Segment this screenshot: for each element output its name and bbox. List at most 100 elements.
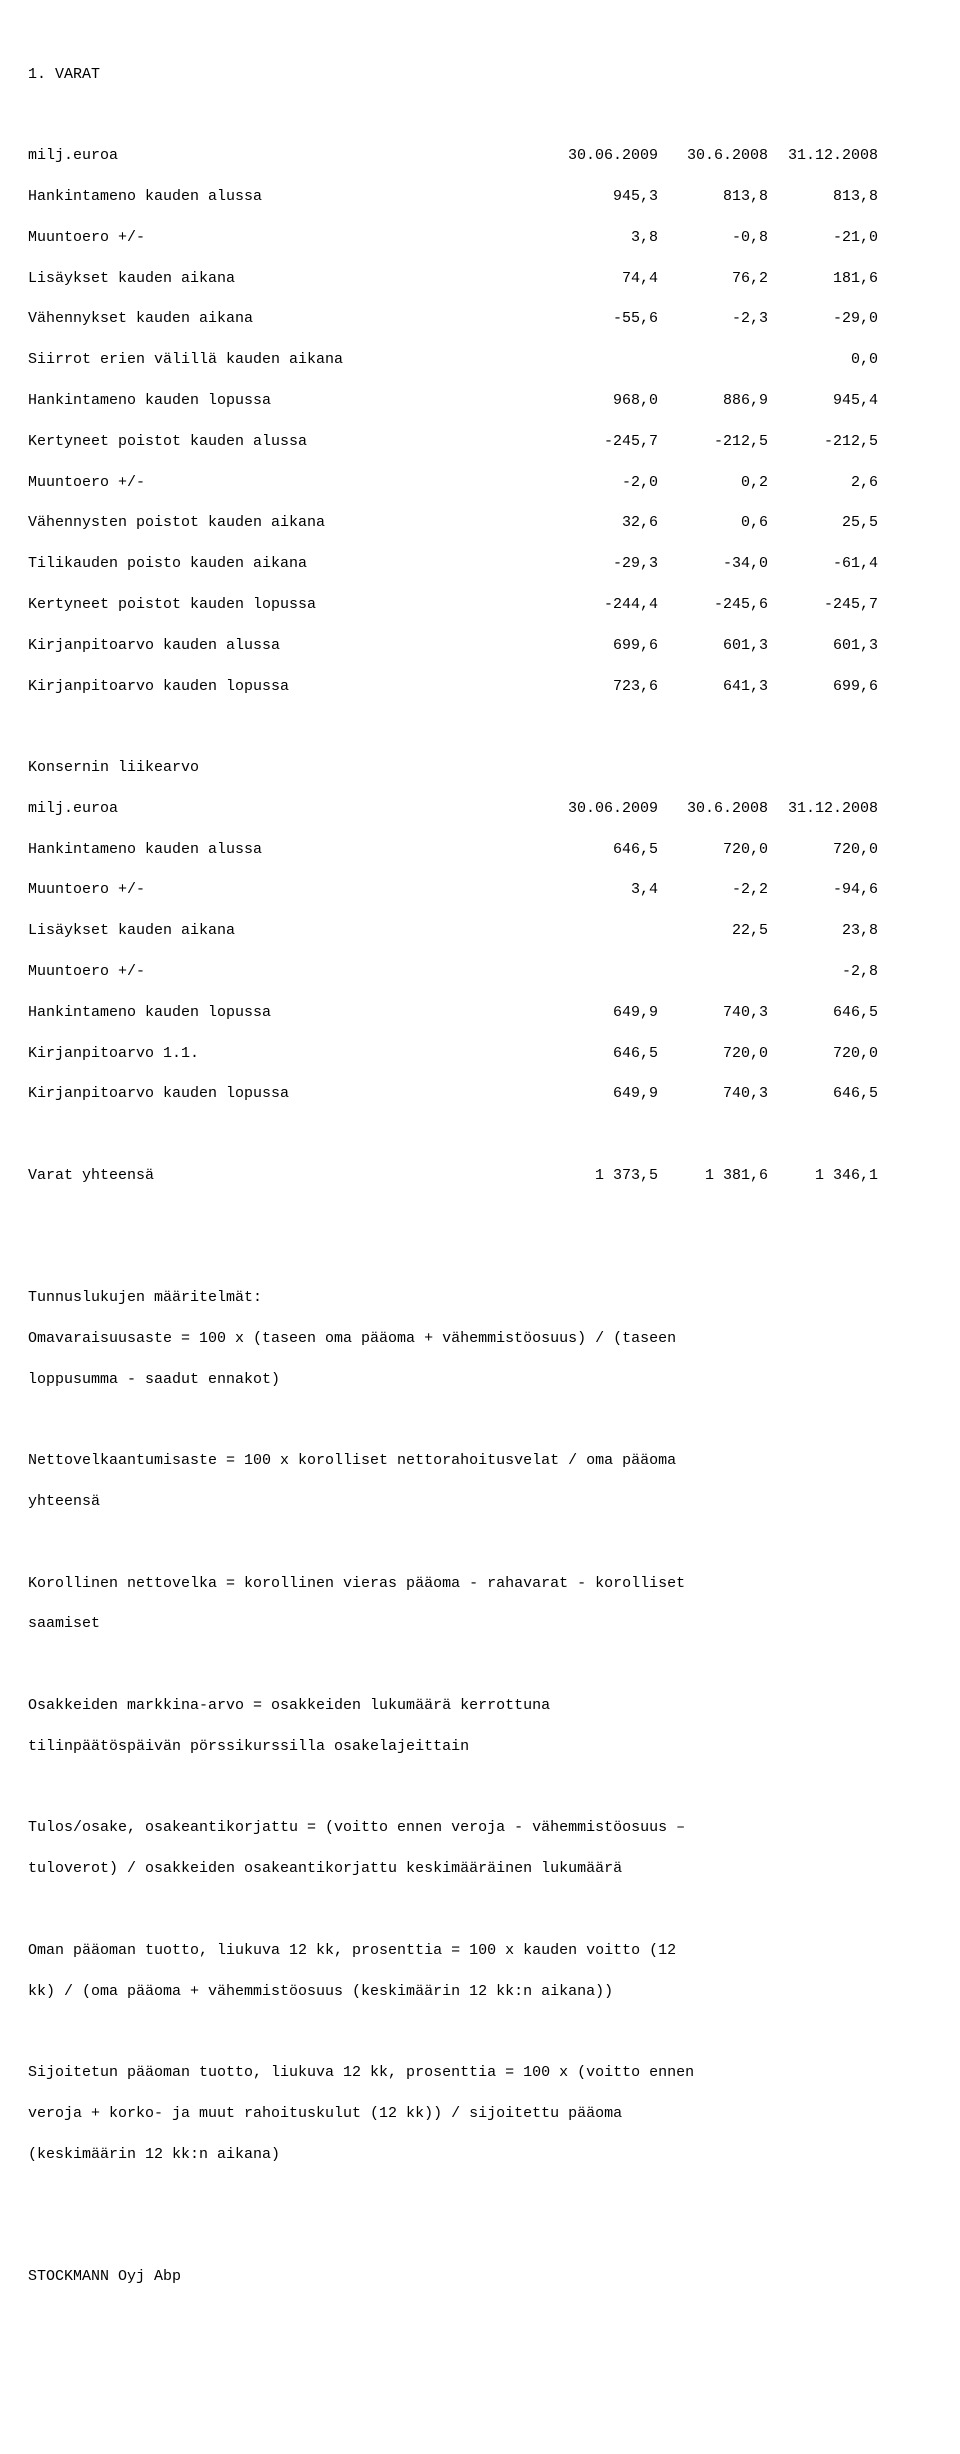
- row-c2: -245,6: [658, 595, 768, 615]
- table-row: Kirjanpitoarvo 1.1.646,5720,0720,0: [28, 1044, 932, 1064]
- row-c1: 699,6: [548, 636, 658, 656]
- definition-line: Osakkeiden markkina-arvo = osakkeiden lu…: [28, 1696, 932, 1716]
- row-label: Hankintameno kauden lopussa: [28, 1003, 548, 1023]
- table-row: Hankintameno kauden lopussa649,9740,3646…: [28, 1003, 932, 1023]
- row-c2: 1 381,6: [658, 1166, 768, 1186]
- definition-line: saamiset: [28, 1614, 932, 1634]
- row-c3: 0,0: [768, 350, 878, 370]
- header-col2: 30.6.2008: [658, 799, 768, 819]
- row-c1: 649,9: [548, 1003, 658, 1023]
- table-row: Muuntoero +/--2,8: [28, 962, 932, 982]
- row-label: Lisäykset kauden aikana: [28, 921, 548, 941]
- table-row: Kirjanpitoarvo kauden lopussa723,6641,36…: [28, 677, 932, 697]
- row-c1: 945,3: [548, 187, 658, 207]
- row-c3: 646,5: [768, 1003, 878, 1023]
- subsection-heading: Konsernin liikearvo: [28, 758, 932, 778]
- header-col3: 31.12.2008: [768, 799, 878, 819]
- row-c3: 23,8: [768, 921, 878, 941]
- table-row: Vähennykset kauden aikana-55,6-2,3-29,0: [28, 309, 932, 329]
- table-row: Tilikauden poisto kauden aikana-29,3-34,…: [28, 554, 932, 574]
- definition-line: yhteensä: [28, 1492, 932, 1512]
- table-row: Varat yhteensä1 373,51 381,61 346,1: [28, 1166, 932, 1186]
- row-c2: -34,0: [658, 554, 768, 574]
- blank-line: [28, 1900, 932, 1920]
- row-c2: 22,5: [658, 921, 768, 941]
- row-c2: -0,8: [658, 228, 768, 248]
- blank-line: [28, 1207, 932, 1227]
- row-c2: 76,2: [658, 269, 768, 289]
- row-c2: 601,3: [658, 636, 768, 656]
- table-row: Kertyneet poistot kauden lopussa-244,4-2…: [28, 595, 932, 615]
- row-c3: -2,8: [768, 962, 878, 982]
- table-row: Kertyneet poistot kauden alussa-245,7-21…: [28, 432, 932, 452]
- row-c3: 813,8: [768, 187, 878, 207]
- table-row: Hankintameno kauden lopussa968,0886,9945…: [28, 391, 932, 411]
- definition-line: (keskimäärin 12 kk:n aikana): [28, 2145, 932, 2165]
- row-c3: -94,6: [768, 880, 878, 900]
- row-c1: -29,3: [548, 554, 658, 574]
- row-label: Kirjanpitoarvo kauden lopussa: [28, 677, 548, 697]
- blank-line: [28, 2022, 932, 2042]
- row-c3: -21,0: [768, 228, 878, 248]
- row-c1: 3,4: [548, 880, 658, 900]
- row-label: Siirrot erien välillä kauden aikana: [28, 350, 548, 370]
- company-name: STOCKMANN Oyj Abp: [28, 2267, 932, 2287]
- blank-line: [28, 1778, 932, 1798]
- row-c1: 649,9: [548, 1084, 658, 1104]
- table-header: milj.euroa30.06.200930.6.200831.12.2008: [28, 799, 932, 819]
- table-row: Hankintameno kauden alussa646,5720,0720,…: [28, 840, 932, 860]
- table-row: Lisäykset kauden aikana 22,523,8: [28, 921, 932, 941]
- header-col1: 30.06.2009: [548, 799, 658, 819]
- row-c3: 2,6: [768, 473, 878, 493]
- row-label: Muuntoero +/-: [28, 228, 548, 248]
- row-c2: 720,0: [658, 1044, 768, 1064]
- blank-line: [28, 1125, 932, 1145]
- definition-line: kk) / (oma pääoma + vähemmistöosuus (kes…: [28, 1982, 932, 2002]
- document-root: 1. VARAT milj.euroa30.06.200930.6.200831…: [28, 44, 932, 2307]
- row-c2: 740,3: [658, 1084, 768, 1104]
- header-col1: 30.06.2009: [548, 146, 658, 166]
- row-c2: 0,2: [658, 473, 768, 493]
- definition-line: Korollinen nettovelka = korollinen viera…: [28, 1574, 932, 1594]
- row-c2: -2,3: [658, 309, 768, 329]
- header-col2: 30.6.2008: [658, 146, 768, 166]
- row-c1: 74,4: [548, 269, 658, 289]
- table-row: Hankintameno kauden alussa945,3813,8813,…: [28, 187, 932, 207]
- row-label: Lisäykset kauden aikana: [28, 269, 548, 289]
- definition-line: Omavaraisuusaste = 100 x (taseen oma pää…: [28, 1329, 932, 1349]
- row-label: Kertyneet poistot kauden alussa: [28, 432, 548, 452]
- row-label: Muuntoero +/-: [28, 473, 548, 493]
- definition-line: Tulos/osake, osakeantikorjattu = (voitto…: [28, 1818, 932, 1838]
- row-label: Hankintameno kauden alussa: [28, 840, 548, 860]
- row-c2: -2,2: [658, 880, 768, 900]
- definition-line: Oman pääoman tuotto, liukuva 12 kk, pros…: [28, 1941, 932, 1961]
- definition-line: Sijoitetun pääoman tuotto, liukuva 12 kk…: [28, 2063, 932, 2083]
- definition-line: veroja + korko- ja muut rahoituskulut (1…: [28, 2104, 932, 2124]
- row-c1: 32,6: [548, 513, 658, 533]
- row-label: Hankintameno kauden alussa: [28, 187, 548, 207]
- row-c3: 601,3: [768, 636, 878, 656]
- table-row: Siirrot erien välillä kauden aikana 0,0: [28, 350, 932, 370]
- blank-line: [28, 2226, 932, 2246]
- row-c2: 720,0: [658, 840, 768, 860]
- row-c1: -55,6: [548, 309, 658, 329]
- definition-line: loppusumma - saadut ennakot): [28, 1370, 932, 1390]
- definition-line: tuloverot) / osakkeiden osakeantikorjatt…: [28, 1859, 932, 1879]
- section-heading: 1. VARAT: [28, 65, 932, 85]
- table-row: Muuntoero +/--2,00,22,6: [28, 473, 932, 493]
- blank-line: [28, 106, 932, 126]
- row-c3: 181,6: [768, 269, 878, 289]
- row-label: Vähennysten poistot kauden aikana: [28, 513, 548, 533]
- row-c2: 740,3: [658, 1003, 768, 1023]
- blank-line: [28, 2185, 932, 2205]
- table-row: Kirjanpitoarvo kauden lopussa649,9740,36…: [28, 1084, 932, 1104]
- blank-line: [28, 1655, 932, 1675]
- header-label: milj.euroa: [28, 799, 548, 819]
- blank-line: [28, 717, 932, 737]
- row-label: Kirjanpitoarvo kauden alussa: [28, 636, 548, 656]
- row-c3: -245,7: [768, 595, 878, 615]
- row-c3: 25,5: [768, 513, 878, 533]
- row-c1: -2,0: [548, 473, 658, 493]
- row-label: Kirjanpitoarvo 1.1.: [28, 1044, 548, 1064]
- row-c2: 641,3: [658, 677, 768, 697]
